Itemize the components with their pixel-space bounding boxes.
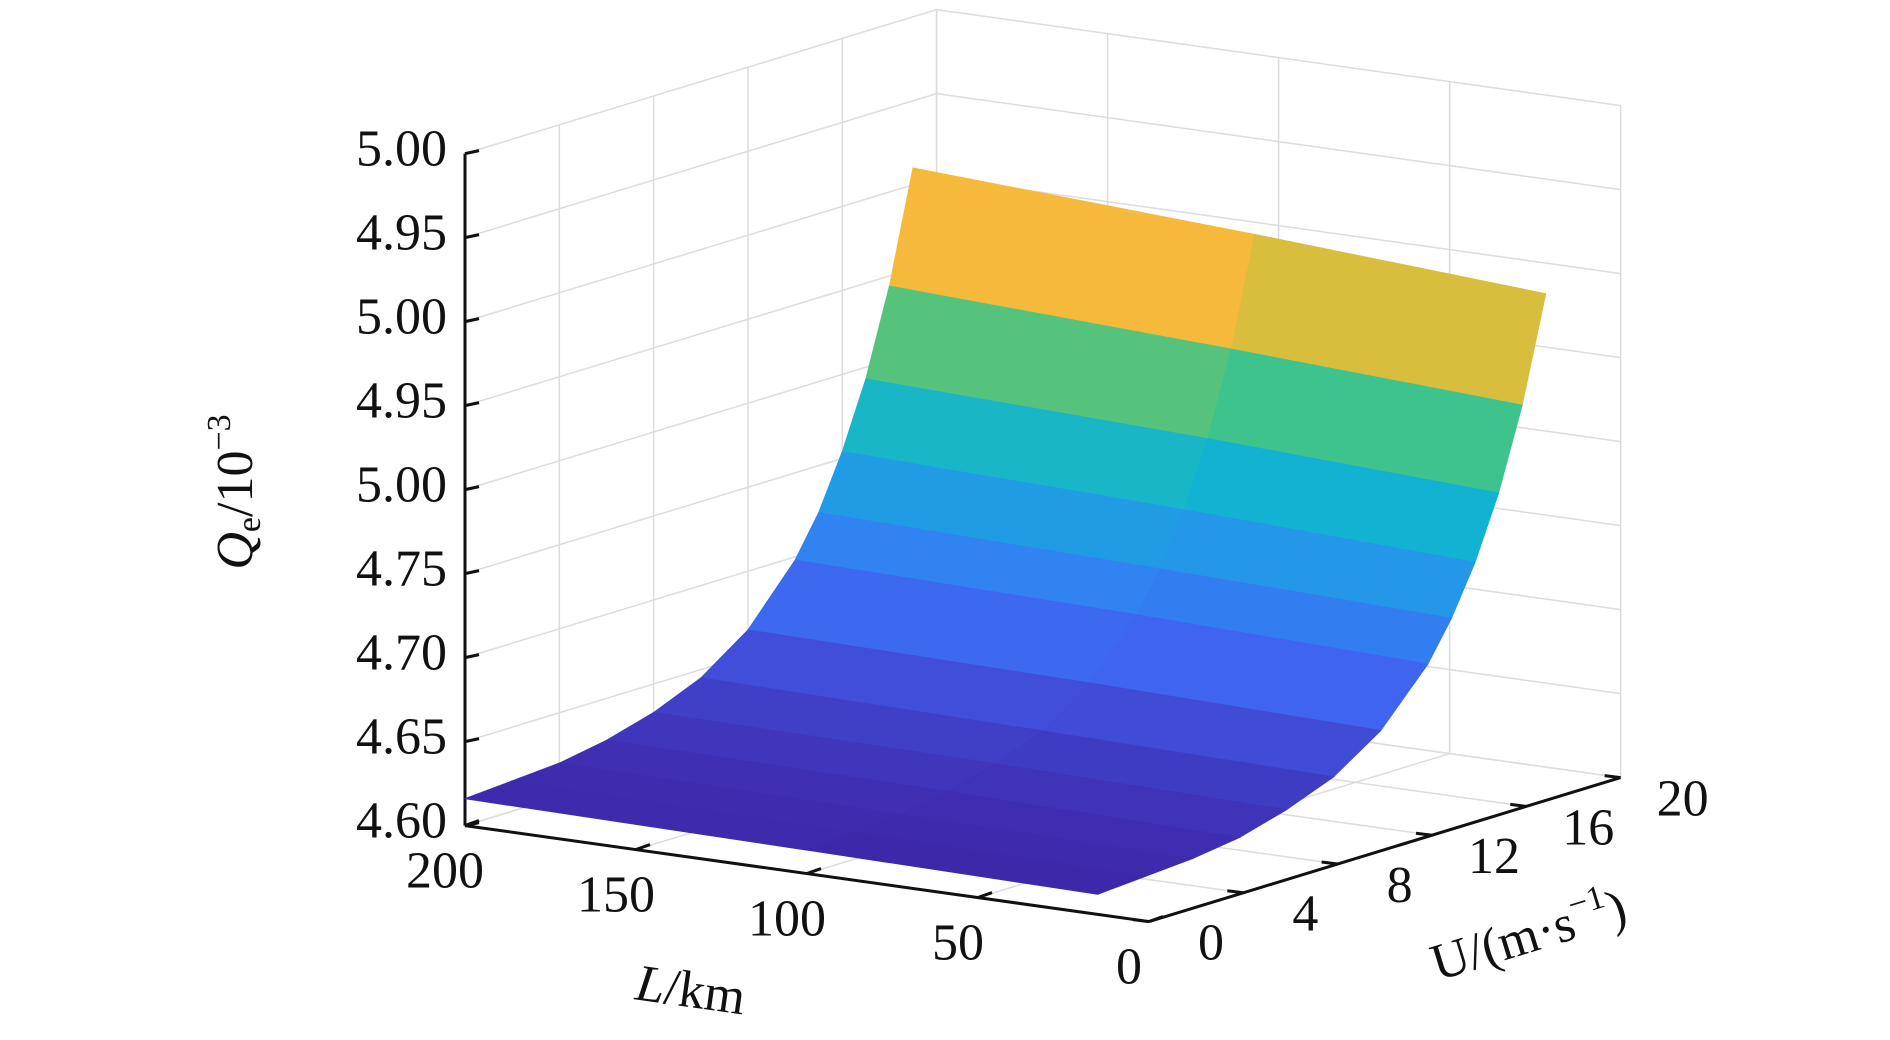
z-tick	[464, 233, 480, 240]
z-tick-label: 4.60	[356, 793, 447, 850]
x-tick-label: 50	[932, 915, 984, 972]
grid-line	[464, 344, 937, 491]
z-label-symbol: Q	[207, 532, 264, 570]
x-tick-label: 100	[748, 891, 826, 948]
y-tick	[1415, 831, 1433, 837]
surface-face	[805, 831, 1147, 895]
x-tick	[635, 843, 651, 852]
z-axis-label: Qe/10−3	[201, 414, 268, 569]
y-tick	[1321, 860, 1338, 866]
surface	[463, 167, 1547, 895]
z-tick-label: 4.70	[356, 625, 447, 682]
z-tick-label: 4.95	[356, 205, 447, 262]
z-tick	[464, 653, 480, 660]
z-tick-label: 5.00	[356, 457, 447, 514]
y-axis	[1148, 776, 1622, 924]
x-axis-label: L/km	[631, 954, 749, 1026]
z-label-unit: /10	[207, 451, 264, 517]
y-tick	[1132, 918, 1150, 924]
y-tick-label: 20	[1657, 771, 1709, 828]
x-tick	[977, 891, 993, 900]
z-tick	[464, 569, 480, 576]
grid-line	[464, 176, 937, 323]
z-tick-label: 4.95	[356, 373, 447, 430]
z-tick-label: 5.00	[356, 121, 447, 178]
x-tick-label: 150	[577, 867, 655, 924]
y-axis-label: U/(m·s−1)	[1423, 873, 1634, 992]
x-tick	[1148, 915, 1164, 924]
grid-line	[464, 8, 937, 155]
y-tick-label: 16	[1562, 799, 1614, 856]
grid-line	[464, 260, 937, 407]
z-tick	[464, 401, 480, 408]
z-tick-label: 4.75	[356, 541, 447, 598]
y-label-main: U/(m·s	[1424, 895, 1582, 993]
y-tick-label: 0	[1198, 915, 1224, 972]
z-label-subscript: e	[231, 517, 268, 532]
y-tick-label: 4	[1292, 886, 1318, 943]
y-tick	[1227, 889, 1244, 895]
z-tick	[464, 737, 480, 744]
z-tick	[464, 149, 480, 156]
grid-line	[464, 92, 937, 239]
z-tick-label: 5.00	[356, 289, 447, 346]
y-tick-label: 12	[1468, 828, 1520, 885]
x-tick	[464, 819, 480, 828]
z-tick-label: 4.65	[356, 709, 447, 766]
x-tick-label: 0	[1116, 939, 1142, 996]
y-tick	[1604, 774, 1621, 780]
z-tick	[464, 485, 480, 492]
x-label-unit: /km	[661, 959, 749, 1027]
z-tick	[464, 317, 480, 324]
y-tick	[1510, 802, 1527, 808]
x-tick	[806, 867, 822, 876]
z-label-exponent: −3	[201, 414, 238, 450]
y-tick-label: 8	[1387, 857, 1413, 914]
x-tick-label: 200	[406, 843, 484, 900]
